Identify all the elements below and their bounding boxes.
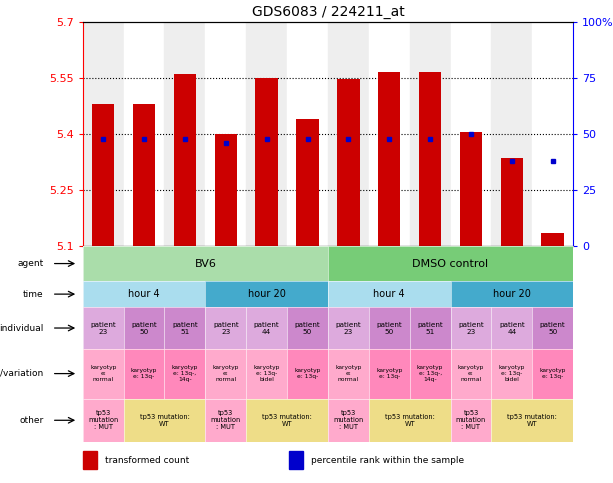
Text: karyotyp
e: 13q-,
14q-: karyotyp e: 13q-, 14q-	[417, 365, 443, 382]
Bar	[541, 233, 564, 246]
Text: tp53
mutation
: MUT: tp53 mutation : MUT	[333, 410, 364, 430]
Text: karyotyp
e: 13q-
bidel: karyotyp e: 13q- bidel	[498, 365, 525, 382]
Text: karyotyp
e: 13q-,
14q-: karyotyp e: 13q-, 14q-	[172, 365, 198, 382]
Text: agent: agent	[18, 259, 44, 268]
Text: patient
23: patient 23	[90, 322, 116, 335]
Text: patient
50: patient 50	[540, 322, 566, 335]
Text: patient
23: patient 23	[213, 322, 238, 335]
Text: karyotyp
e:
normal: karyotyp e: normal	[90, 365, 116, 382]
Bar	[164, 22, 205, 246]
Text: hour 4: hour 4	[128, 289, 160, 299]
Bar	[289, 451, 303, 469]
Text: karyotyp
e:
normal: karyotyp e: normal	[335, 365, 362, 382]
Bar	[451, 22, 492, 246]
Text: transformed count: transformed count	[105, 455, 189, 465]
Bar	[337, 79, 360, 246]
Bar	[378, 72, 400, 246]
Bar	[215, 134, 237, 246]
Bar	[419, 72, 441, 246]
Bar	[83, 451, 97, 469]
Bar	[133, 104, 155, 246]
Bar	[92, 104, 115, 246]
Text: hour 20: hour 20	[248, 289, 286, 299]
Text: patient
51: patient 51	[417, 322, 443, 335]
Bar	[369, 22, 409, 246]
Text: BV6: BV6	[194, 258, 216, 269]
Text: time: time	[23, 290, 44, 298]
Bar	[460, 132, 482, 246]
Bar	[501, 158, 523, 246]
Text: percentile rank within the sample: percentile rank within the sample	[311, 455, 464, 465]
Text: patient
50: patient 50	[131, 322, 157, 335]
Text: hour 20: hour 20	[493, 289, 531, 299]
Bar	[328, 22, 369, 246]
Bar	[256, 78, 278, 246]
Text: karyotyp
e:
normal: karyotyp e: normal	[458, 365, 484, 382]
Title: GDS6083 / 224211_at: GDS6083 / 224211_at	[251, 5, 405, 19]
Text: karyotyp
e:
normal: karyotyp e: normal	[213, 365, 239, 382]
Bar	[173, 74, 196, 246]
Text: other: other	[20, 416, 44, 425]
Bar	[409, 22, 451, 246]
Text: tp53
mutation
: MUT: tp53 mutation : MUT	[88, 410, 118, 430]
Text: tp53 mutation:
WT: tp53 mutation: WT	[262, 414, 312, 427]
Text: patient
44: patient 44	[254, 322, 280, 335]
Text: karyotyp
e: 13q-: karyotyp e: 13q-	[539, 368, 566, 379]
Text: karyotyp
e: 13q-
bidel: karyotyp e: 13q- bidel	[253, 365, 280, 382]
Text: hour 4: hour 4	[373, 289, 405, 299]
Text: tp53 mutation:
WT: tp53 mutation: WT	[385, 414, 435, 427]
Text: genotype/variation: genotype/variation	[0, 369, 44, 378]
Text: patient
51: patient 51	[172, 322, 198, 335]
Text: karyotyp
e: 13q-: karyotyp e: 13q-	[376, 368, 403, 379]
Bar	[532, 22, 573, 246]
Text: patient
50: patient 50	[295, 322, 321, 335]
Bar	[124, 22, 164, 246]
Bar	[287, 22, 328, 246]
Text: patient
23: patient 23	[458, 322, 484, 335]
Text: tp53 mutation:
WT: tp53 mutation: WT	[140, 414, 189, 427]
Bar	[296, 119, 319, 246]
Text: patient
44: patient 44	[499, 322, 525, 335]
Bar	[83, 22, 124, 246]
Text: karyotyp
e: 13q-: karyotyp e: 13q-	[294, 368, 321, 379]
Bar	[492, 22, 532, 246]
Text: patient
23: patient 23	[335, 322, 361, 335]
Text: tp53
mutation
: MUT: tp53 mutation : MUT	[456, 410, 486, 430]
Text: patient
50: patient 50	[376, 322, 402, 335]
Text: individual: individual	[0, 324, 44, 332]
Text: tp53 mutation:
WT: tp53 mutation: WT	[508, 414, 557, 427]
Text: tp53
mutation
: MUT: tp53 mutation : MUT	[211, 410, 241, 430]
Text: karyotyp
e: 13q-: karyotyp e: 13q-	[131, 368, 158, 379]
Text: DMSO control: DMSO control	[413, 258, 489, 269]
Bar	[246, 22, 287, 246]
Bar	[205, 22, 246, 246]
